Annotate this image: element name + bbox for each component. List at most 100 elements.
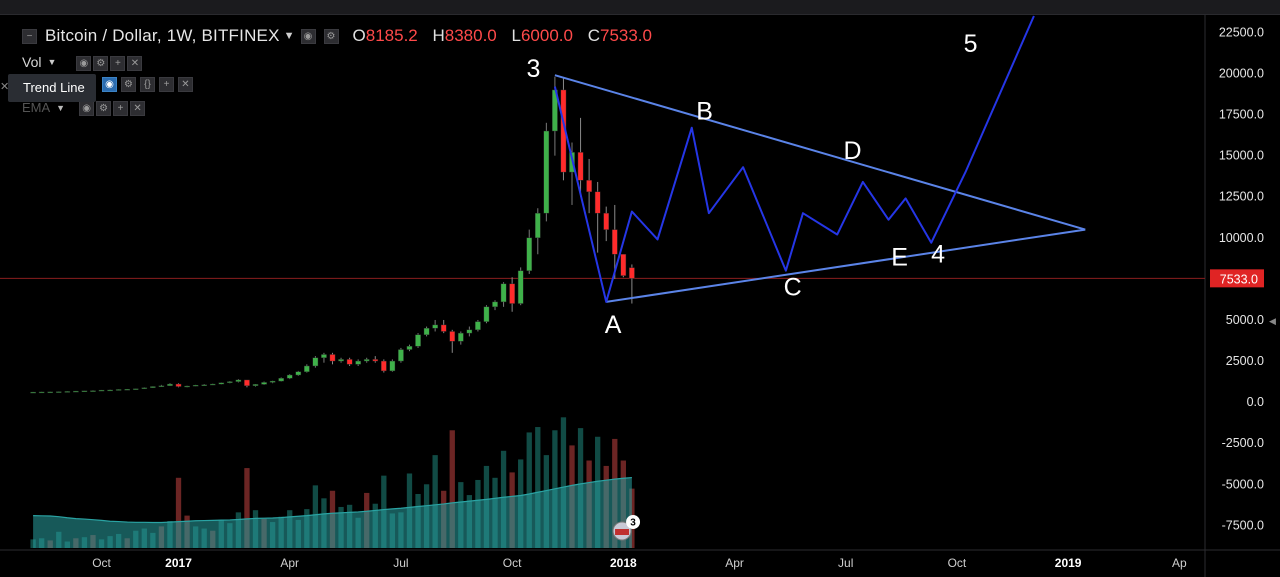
candle-body (372, 359, 379, 362)
time-tick-label: 2017 (165, 556, 192, 570)
time-tick-label: Apr (280, 556, 299, 570)
candle-body (475, 321, 481, 331)
gear-icon[interactable]: ⚙ (323, 28, 339, 44)
wave-label: D (844, 137, 862, 165)
trend-line (554, 74, 1086, 231)
close-icon[interactable]: ✕ (130, 101, 146, 116)
volume-indicator-legend: Vol ▼ ◉ ⚙ + ✕ (22, 53, 144, 71)
price-tick-label: 12500.0 (1219, 190, 1264, 204)
candle-body (423, 327, 430, 335)
volume-bar (449, 430, 455, 548)
ohlc-low-key: L (511, 26, 521, 45)
tooltip-trend-line: Trend Line (8, 74, 96, 102)
candle-body (64, 391, 71, 393)
candle-body (286, 374, 293, 379)
candle-body (321, 354, 327, 358)
time-tick-label: Jul (838, 556, 853, 570)
wave-label: B (696, 98, 713, 126)
candle-body (38, 391, 45, 394)
price-tick-label: 22500.0 (1219, 25, 1264, 39)
candle-body (218, 382, 225, 385)
candle-body (252, 384, 259, 386)
time-tick-label: Oct (948, 556, 967, 570)
price-tick-label: 2500.0 (1226, 354, 1264, 368)
ohlc-open: 8185.2 (365, 26, 418, 45)
add-icon[interactable]: + (110, 56, 126, 71)
candle-body (47, 391, 54, 394)
volume-bar (175, 477, 182, 548)
ohlc-high: 8380.0 (444, 26, 497, 45)
close-icon[interactable]: ✕ (178, 77, 193, 92)
vol-label[interactable]: Vol (22, 54, 42, 70)
grid (0, 14, 1280, 577)
candle-body (611, 229, 618, 255)
ema-label[interactable]: EMA (22, 100, 51, 115)
candle-body (90, 390, 96, 392)
candle-body (492, 301, 498, 308)
flag-stripe (615, 529, 630, 535)
candle-body (132, 388, 139, 390)
candle-body (158, 385, 165, 387)
last-price-tag: 7533.0 (1220, 272, 1258, 286)
time-axis: Oct 2017 Apr Jul Oct 2018 Apr Jul Oct 2019 Ap (92, 556, 1187, 570)
candle-body (30, 391, 36, 394)
candle-body (209, 383, 216, 386)
candle-body (381, 360, 387, 372)
wave-label: C (784, 273, 802, 301)
ohlc-close: 7533.0 (599, 26, 652, 45)
candle-body (115, 389, 122, 391)
candle-body (312, 357, 319, 367)
collapse-icon[interactable]: − (22, 28, 37, 44)
chevron-down-icon[interactable]: ▼ (47, 57, 57, 67)
candle-body (150, 386, 156, 388)
chevron-down-icon[interactable]: ▼ (56, 102, 66, 113)
candle-body (534, 212, 541, 239)
add-icon[interactable]: + (113, 101, 129, 116)
candle-body (577, 152, 584, 181)
badge-count: 3 (630, 518, 636, 529)
candle-body (235, 379, 242, 382)
ohlc-open-key: O (352, 26, 366, 45)
event-badge[interactable]: 3 (612, 515, 641, 541)
candle-body (500, 283, 507, 303)
price-tick-label: 0.0 (1247, 395, 1264, 409)
candle-body (594, 191, 601, 214)
candle-body (458, 332, 464, 342)
add-icon[interactable]: + (159, 77, 174, 92)
gear-icon[interactable]: ⚙ (121, 77, 136, 92)
candle-body (526, 237, 533, 271)
close-icon[interactable]: ✕ (127, 56, 143, 71)
chevron-left-icon[interactable]: ◀ (1269, 316, 1276, 326)
candle-body (261, 382, 267, 385)
close-icon[interactable]: ✕ (0, 81, 10, 93)
eye-icon[interactable]: ◉ (79, 101, 95, 116)
price-tick-label: 17500.0 (1219, 108, 1264, 122)
candle-body (107, 389, 113, 392)
eye-icon[interactable]: ◉ (76, 56, 92, 71)
time-tick-label: Ap (1172, 556, 1187, 570)
gear-icon[interactable]: ⚙ (93, 56, 109, 71)
candle-body (389, 360, 396, 372)
candle-body (81, 390, 88, 392)
last-price-tag-bg (1210, 269, 1264, 288)
candle-body (517, 270, 524, 304)
gear-icon[interactable]: ⚙ (96, 101, 112, 116)
volume-ma-line (33, 476, 632, 524)
ohlc-close-key: C (587, 26, 600, 45)
volume-moving-average (33, 476, 632, 548)
candle-body (398, 349, 404, 362)
wave-label: E (891, 244, 908, 272)
candle-body (509, 283, 515, 304)
candle-body (192, 384, 199, 387)
candle-body (295, 371, 302, 376)
braces-icon[interactable]: {} (140, 77, 155, 92)
chevron-down-icon[interactable]: ▼ (283, 30, 295, 42)
eye-icon[interactable]: ◉ (102, 77, 117, 92)
symbol-title[interactable]: Bitcoin / Dollar, 1W, BITFINEX (45, 26, 280, 45)
candle-body (98, 389, 105, 392)
eye-icon[interactable]: ◉ (300, 28, 316, 44)
trend-line (606, 228, 1086, 303)
candle-body (406, 346, 413, 350)
wave-labels: 3 A B C D E 4 5 (527, 30, 978, 339)
